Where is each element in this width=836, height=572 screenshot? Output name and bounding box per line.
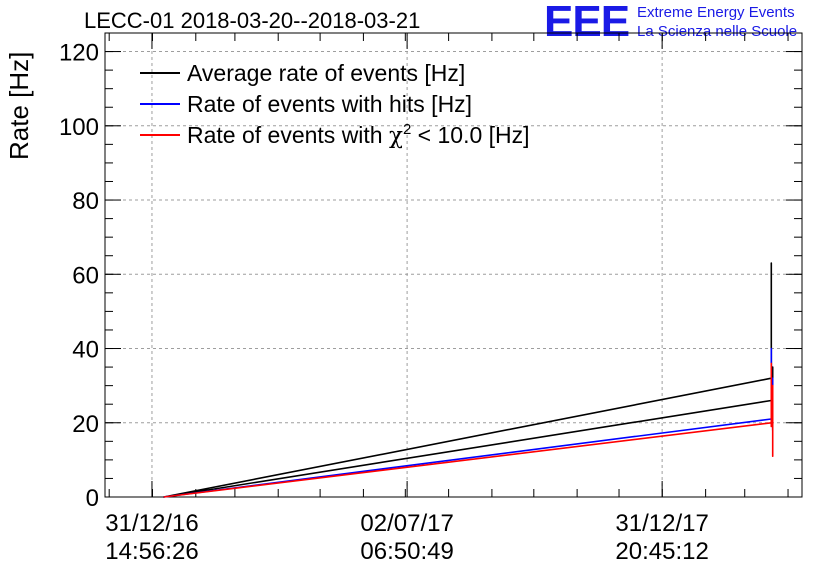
x-tick-label: 31/12/16 (105, 510, 198, 537)
legend-label-chi2: Rate of events with χ2 < 10.0 [Hz] (187, 121, 530, 149)
y-tick-label: 120 (59, 40, 99, 67)
y-tick-label: 40 (72, 337, 99, 364)
y-tick-label: 100 (59, 114, 99, 141)
series-line-avg (164, 263, 773, 497)
x-tick-label: 06:50:49 (360, 538, 453, 565)
rate-chart: 0 20 40 60 80 100 120 31/12/1614:56:26 02/07/170… (0, 0, 836, 572)
legend-label-avg: Average rate of events [Hz] (187, 60, 465, 86)
x-tick-label: 02/07/17 (360, 510, 453, 537)
legend-label-hits: Rate of events with hits [Hz] (187, 91, 472, 117)
x-tick-label: 14:56:26 (105, 538, 198, 565)
y-tick-label: 80 (72, 188, 99, 215)
y-tick-label: 0 (86, 485, 99, 512)
x-tick-label: 31/12/17 (615, 510, 708, 537)
x-tick-label: 20:45:12 (615, 538, 708, 565)
y-tick-label: 60 (72, 262, 99, 289)
y-tick-label: 20 (72, 411, 99, 438)
